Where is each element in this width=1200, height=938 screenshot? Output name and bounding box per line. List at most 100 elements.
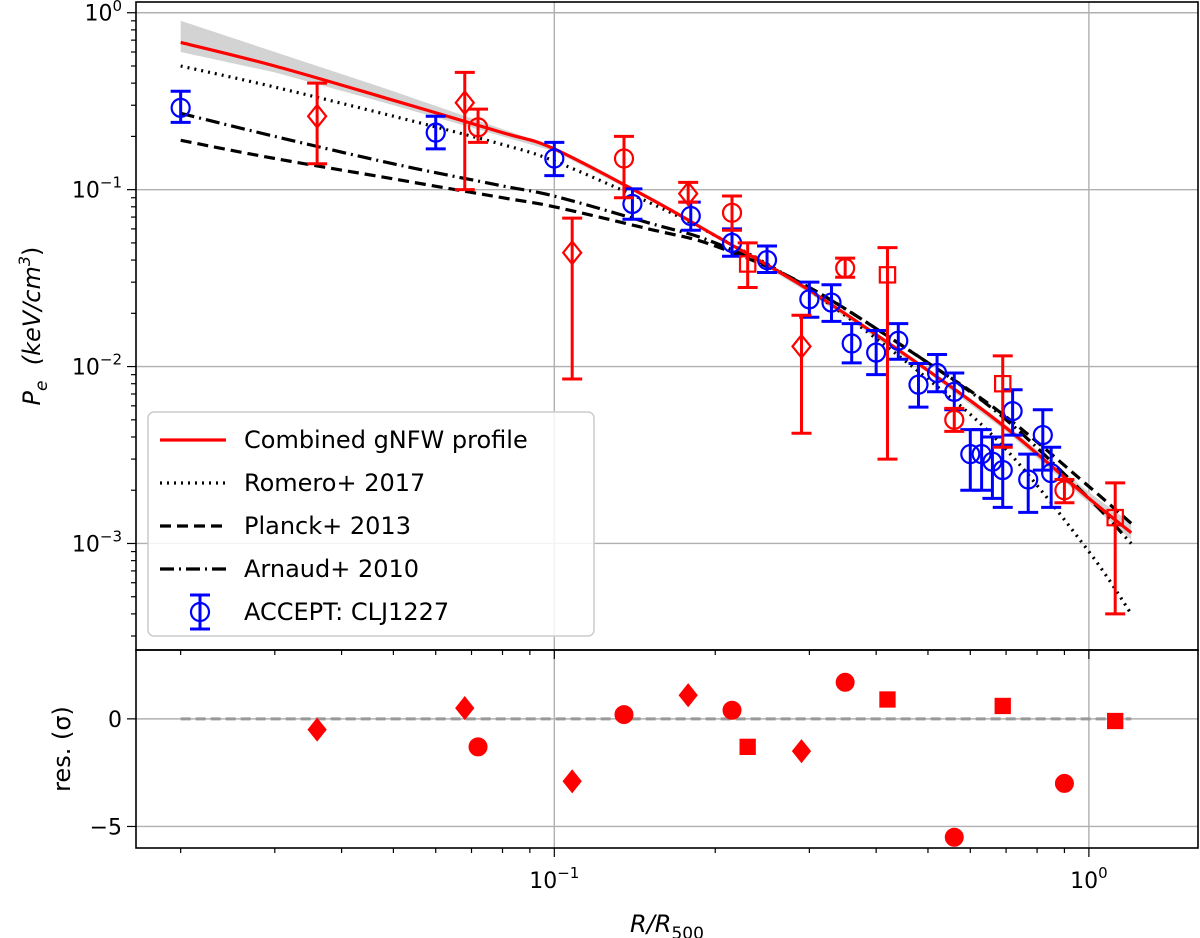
circle-marker (908, 374, 929, 395)
main-data-points (170, 70, 1126, 616)
residual-diamond-point (791, 739, 812, 764)
diamond-marker (677, 180, 699, 207)
residual-circle-point (1054, 773, 1074, 793)
square-marker (1106, 508, 1124, 527)
nika-circles-point (721, 194, 743, 232)
diamond-marker (306, 103, 328, 130)
accept-clj1227-point (1002, 388, 1023, 437)
diamond-marker (561, 239, 583, 266)
accept-clj1227-point (622, 187, 643, 221)
accept-clj1227-point (888, 322, 909, 361)
circle-marker (756, 249, 778, 271)
residual-square-point (994, 697, 1011, 715)
residual-y-tick-label: −5 (90, 815, 122, 840)
diamond-marker (791, 333, 812, 360)
circle-marker (821, 292, 842, 313)
planck-2013-line (180, 138, 1133, 525)
diamonds-point (791, 313, 812, 435)
residual-diamond-point (678, 683, 698, 708)
squares-point (992, 354, 1013, 449)
residual-y-axis-label: res. (σ) (48, 706, 76, 792)
circle-marker (992, 459, 1013, 481)
x-tick-label: 100 (1070, 864, 1108, 894)
legend-label: Romero+ 2017 (244, 469, 425, 497)
residual-diamond-point (307, 717, 327, 742)
circle-marker (1041, 462, 1062, 484)
accept-clj1227-point (944, 371, 965, 412)
accept-clj1227-point (960, 428, 981, 492)
circle-marker (170, 97, 191, 118)
nika-circles-point (835, 256, 856, 279)
circle-marker (613, 148, 635, 169)
legend-circle-marker (189, 601, 211, 623)
legend-label: ACCEPT: CLJ1227 (244, 598, 449, 626)
legend-label: Arnaud+ 2010 (244, 555, 419, 583)
main-y-tick-label: 10−3 (72, 527, 122, 557)
diamonds-point (677, 180, 699, 207)
squares-point (877, 246, 898, 461)
residual-circle-point (722, 700, 742, 720)
residual-grid (136, 650, 1198, 848)
circle-marker (544, 148, 565, 169)
squares-point (1105, 481, 1126, 616)
nika-circles-point (944, 406, 965, 433)
circle-marker (866, 342, 887, 363)
residual-square-point (879, 691, 896, 708)
circle-marker (1018, 469, 1039, 490)
axes: 100 10−1 10−2 10−3 0 −5 10−1 100 R/R500 Pe (keV/c… (15, 0, 1199, 938)
circle-marker (1032, 424, 1053, 446)
residual-square-point (1107, 712, 1124, 730)
nika-circles-point (1054, 477, 1075, 505)
accept-clj1227-point (425, 114, 446, 151)
legend-box (147, 411, 595, 637)
diamond-marker (454, 89, 476, 116)
square-marker (878, 266, 897, 284)
square-marker (993, 374, 1012, 393)
circle-marker (944, 381, 965, 402)
accept-clj1227-point (866, 328, 887, 377)
accept-clj1227-point (170, 89, 191, 124)
circle-marker (835, 258, 856, 279)
main-y-tick-label: 100 (84, 0, 122, 27)
nika-circles-point (613, 134, 635, 200)
diamonds-point (454, 70, 476, 192)
accept-clj1227-point (841, 322, 862, 365)
residual-circle-point (468, 737, 488, 757)
legend-label: Combined gNFW profile (244, 426, 528, 454)
arnaud-2010-line (180, 111, 1133, 545)
accept-clj1227-point (756, 244, 778, 275)
legend-entry: ACCEPT: CLJ1227 (189, 593, 449, 631)
legend-label: Planck+ 2013 (244, 512, 411, 540)
circle-marker (944, 409, 965, 430)
residual-diamond-point (455, 696, 475, 721)
nika-circles-point (467, 107, 489, 144)
x-tick-label: 10−1 (529, 864, 579, 894)
main-y-axis-label: Pe (keV/cm3) (15, 247, 52, 406)
accept-clj1227-point (1018, 452, 1039, 514)
circle-marker (799, 289, 820, 310)
legend-entry: Planck+ 2013 (160, 512, 411, 540)
circle-marker (467, 117, 489, 138)
residual-circle-point (835, 672, 855, 692)
accept-clj1227-point (821, 283, 842, 323)
residual-square-point (739, 738, 756, 755)
accept-clj1227-point (908, 362, 929, 409)
legend-entry: Arnaud+ 2010 (160, 555, 419, 583)
diamonds-point (306, 81, 328, 166)
main-y-tick-label: 10−2 (72, 351, 122, 381)
residual-diamond-point (562, 769, 582, 794)
legend: Combined gNFW profile Romero+ 2017 Planck+… (147, 411, 595, 637)
legend-entry: Romero+ 2017 (160, 469, 425, 497)
circle-marker (721, 202, 743, 223)
circle-marker (425, 122, 446, 143)
squares-point (737, 241, 758, 289)
circle-marker (888, 330, 909, 351)
main-y-tick-label: 10−1 (72, 174, 122, 204)
residual-y-tick-label: 0 (108, 708, 122, 733)
accept-clj1227-point (544, 140, 565, 178)
accept-clj1227-point (1041, 445, 1062, 509)
residual-plot-frame (135, 649, 1199, 849)
diamonds-point (561, 216, 583, 381)
circle-marker (841, 333, 862, 354)
